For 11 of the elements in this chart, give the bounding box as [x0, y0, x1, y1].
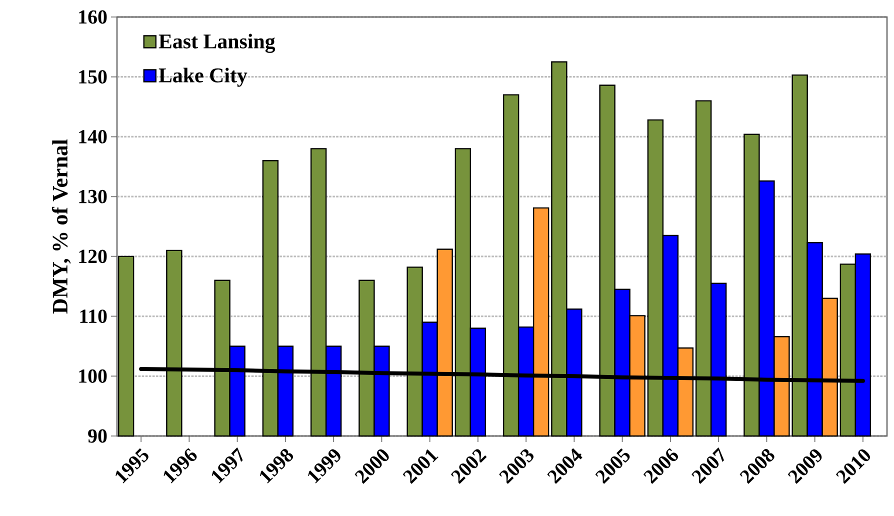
y-tick-label: 140	[79, 130, 107, 144]
y-tick-label: 160	[79, 10, 107, 24]
y-tick-label: 120	[79, 250, 107, 264]
y-tick-label: 150	[79, 70, 107, 84]
y-tick-label: 130	[79, 190, 107, 204]
y-tick-label: 100	[79, 369, 107, 383]
y-tick-label: 110	[80, 310, 107, 323]
legend-label: Lake City	[158, 68, 248, 87]
legend-label: East Lansing	[158, 34, 276, 53]
y-tick-label: 90	[88, 429, 107, 443]
y-axis-title: DMY, % of Vernal	[52, 139, 71, 314]
